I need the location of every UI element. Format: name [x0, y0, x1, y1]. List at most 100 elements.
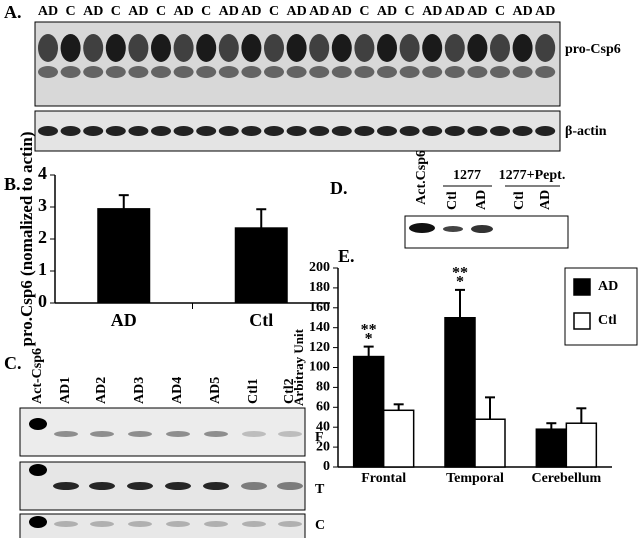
- blot-band: [29, 418, 47, 430]
- blot-band: [242, 431, 266, 437]
- blot-band: [444, 34, 465, 62]
- blot-band: [422, 34, 443, 62]
- blot-band: [512, 126, 533, 136]
- lane-label: AD: [241, 4, 261, 19]
- y-tick-label: 0: [38, 291, 47, 311]
- blot-band: [196, 126, 217, 136]
- blot-band: [331, 66, 352, 78]
- y-tick-label: 120: [309, 340, 330, 355]
- x-tick-label: Temporal: [446, 471, 504, 486]
- blot-band: [377, 126, 397, 136]
- blot-band: [204, 521, 228, 527]
- blot-label: pro-Csp6: [565, 42, 621, 57]
- blot: [19, 407, 306, 457]
- blot-band: [467, 126, 488, 136]
- y-tick-label: 140: [309, 320, 330, 335]
- y-tick-label: 160: [309, 300, 330, 315]
- blot-band: [83, 126, 104, 136]
- blot-band: [38, 34, 58, 62]
- x-tick-label: Frontal: [361, 471, 406, 486]
- lane-label: AD: [467, 4, 487, 19]
- blot-band: [60, 66, 81, 78]
- blot-band: [444, 126, 465, 136]
- blot-band: [173, 66, 194, 78]
- blot-label: β-actin: [565, 124, 607, 139]
- lane-label: C: [201, 4, 211, 19]
- blot-band: [38, 66, 58, 78]
- blot-band: [471, 225, 493, 233]
- blot-band: [264, 126, 284, 136]
- lane-label: Act.Csp6: [414, 150, 429, 205]
- bar: [474, 418, 506, 468]
- lane-label: AD: [538, 190, 553, 210]
- blot-band: [443, 226, 463, 232]
- bar: [382, 409, 415, 468]
- lane-label: C: [269, 4, 279, 19]
- group-label: 1277+Pept.: [499, 168, 566, 183]
- row-label: F: [315, 430, 324, 445]
- y-tick-label: 80: [316, 380, 330, 395]
- blot-band: [286, 126, 307, 136]
- blot-band: [241, 126, 262, 136]
- blot-band: [264, 66, 284, 78]
- blot-band: [377, 66, 397, 78]
- blot-band: [278, 521, 302, 527]
- y-axis-label: Arbitray Unit: [291, 328, 306, 406]
- blot-band: [286, 66, 307, 78]
- annotation: *: [456, 274, 464, 291]
- blot-band: [128, 66, 149, 78]
- lane-label: C: [495, 4, 505, 19]
- blot-band: [512, 66, 533, 78]
- lane-label: AD4: [170, 377, 185, 404]
- blot-band: [90, 521, 114, 527]
- blot-band: [242, 521, 266, 527]
- lane-label: AD5: [208, 377, 223, 404]
- panel-letter: A.: [4, 2, 22, 22]
- blot-band: [377, 34, 397, 62]
- row-label: T: [315, 482, 325, 497]
- blot-band: [264, 34, 284, 62]
- y-tick-label: 4: [38, 163, 47, 183]
- blot-band: [196, 34, 217, 62]
- lane-label: C: [405, 4, 415, 19]
- lane-label: AD: [474, 190, 489, 210]
- legend-swatch: [573, 312, 591, 330]
- blot-band: [60, 126, 81, 136]
- blot-band: [127, 482, 153, 490]
- blot-band: [90, 431, 114, 437]
- blot-band: [54, 521, 78, 527]
- blot-band: [309, 126, 330, 136]
- blot-band: [165, 482, 191, 490]
- y-axis-label: pro.Csp6 (nomalized to actin): [17, 131, 36, 346]
- blot-band: [399, 126, 420, 136]
- blot-band: [354, 126, 375, 136]
- blot-band: [241, 482, 267, 490]
- blot-band: [399, 66, 420, 78]
- panel-letter: C.: [4, 353, 22, 373]
- y-tick-label: 100: [309, 360, 330, 375]
- lane-label: C: [156, 4, 166, 19]
- lane-label: AD: [219, 4, 239, 19]
- blot-band: [277, 482, 303, 490]
- lane-label: AD: [83, 4, 103, 19]
- blot-band: [151, 66, 171, 78]
- blot-band: [83, 66, 104, 78]
- annotation: *: [365, 330, 373, 347]
- panel-letter: B.: [4, 174, 21, 194]
- blot-band: [241, 34, 262, 62]
- x-tick-label: AD: [111, 310, 137, 330]
- y-tick-label: 3: [38, 195, 47, 215]
- lane-label: C: [111, 4, 121, 19]
- blot-band: [218, 66, 239, 78]
- blot-band: [354, 34, 375, 62]
- legend-label: Ctl: [598, 313, 617, 328]
- blot-band: [173, 34, 194, 62]
- lane-label: AD: [286, 4, 306, 19]
- y-tick-label: 0: [323, 459, 330, 474]
- blot-band: [286, 34, 307, 62]
- lane-label: C: [359, 4, 369, 19]
- blot-band: [331, 126, 352, 136]
- blot-band: [444, 66, 465, 78]
- legend-swatch: [573, 278, 591, 296]
